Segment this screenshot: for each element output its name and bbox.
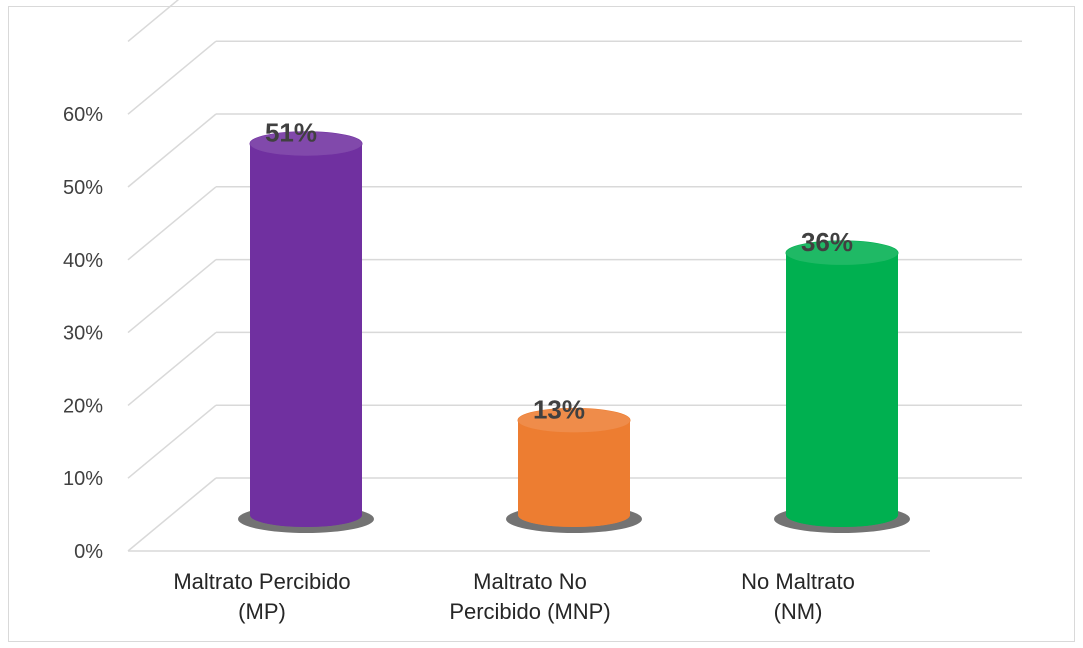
gridline-diagonal (127, 40, 217, 115)
x-category-label: Maltrato No (473, 569, 587, 594)
x-category-label: No Maltrato (741, 569, 855, 594)
y-tick-label: 40% (63, 250, 103, 272)
bar-shading (786, 252, 898, 528)
x-category-label: Percibido (MNP) (449, 599, 610, 624)
bar-top (249, 131, 363, 157)
gridline-diagonal (127, 113, 217, 188)
bar-top-highlight (786, 240, 898, 265)
axes: 0% 10% 20% 30% 40% 50% 60% (63, 104, 930, 563)
bar-top (785, 240, 899, 266)
y-tick-label: 10% (63, 468, 103, 490)
bar-shading (250, 143, 362, 527)
gridline-diagonal (127, 0, 180, 42)
bar-shading (518, 420, 630, 527)
gridline-diagonal (127, 186, 217, 261)
y-tick-label: 0% (74, 541, 103, 563)
bar-top (517, 407, 631, 433)
gridline-diagonal (127, 404, 217, 479)
data-label: 36% (801, 227, 853, 257)
bar-top-highlight (518, 408, 630, 433)
y-tick-label: 60% (63, 104, 103, 126)
y-tick-label: 20% (63, 395, 103, 417)
x-category-label: (MP) (238, 599, 286, 624)
gridline-diagonal (127, 331, 217, 406)
gridline-diagonal (127, 259, 217, 334)
gridline-diagonal (127, 477, 217, 552)
data-label: 13% (533, 394, 585, 424)
x-category-label: Maltrato Percibido (173, 569, 350, 594)
x-category-label: (NM) (774, 599, 823, 624)
labels: 51% Maltrato Percibido (MP) 13% Maltrato No P… (173, 118, 855, 624)
bar-top-highlight (250, 131, 362, 156)
y-tick-label: 30% (63, 323, 103, 345)
bars (238, 131, 910, 533)
data-label: 51% (265, 118, 317, 148)
y-tick-label: 50% (63, 177, 103, 199)
